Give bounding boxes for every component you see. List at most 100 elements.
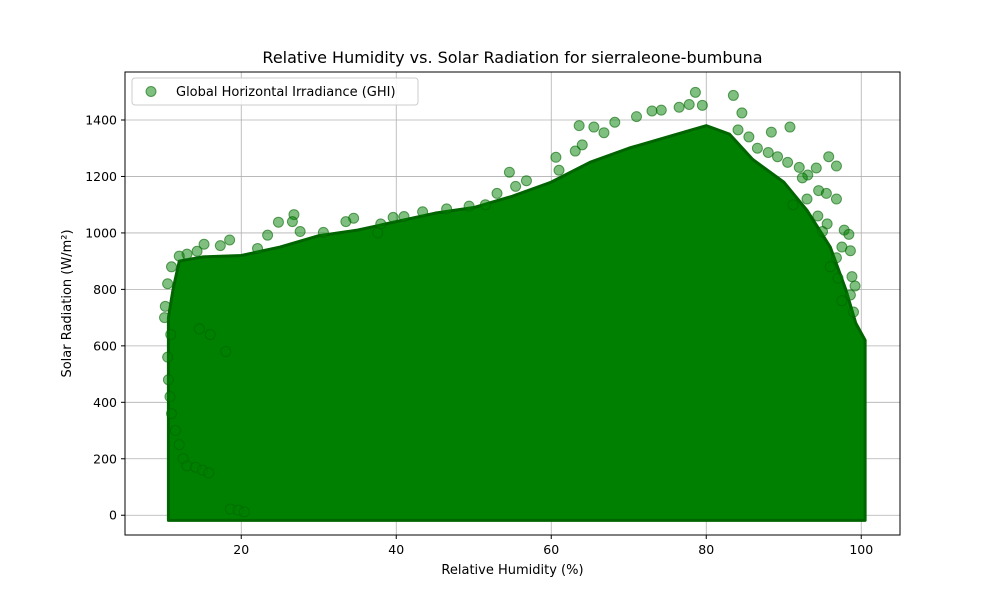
legend-marker <box>145 86 157 97</box>
ghi-points <box>159 86 861 518</box>
ghi-point <box>162 351 174 363</box>
x-tick-label: 60 <box>543 542 559 557</box>
ghi-point <box>784 121 796 133</box>
ghi-point <box>398 211 410 223</box>
ghi-point <box>220 345 232 357</box>
ghi-point <box>166 261 177 273</box>
ghi-point <box>375 218 387 230</box>
x-axis-ticks: 20 40 60 80 100 <box>233 535 873 557</box>
y-axis-label: Solar Radiation (W/m²) <box>60 229 75 377</box>
ghi-point <box>696 99 708 111</box>
y-axis-ticks: 0 200 400 600 800 1000 1200 1400 <box>85 112 125 523</box>
ghi-point <box>286 216 298 228</box>
ghi-point <box>843 228 855 240</box>
y-tick-label: 600 <box>93 338 117 353</box>
y-tick-label: 1200 <box>85 169 117 184</box>
ghi-point <box>569 145 581 157</box>
y-tick-label: 800 <box>93 282 117 297</box>
ghi-point <box>655 104 667 116</box>
ghi-point <box>812 210 824 222</box>
ghi-point <box>164 391 176 403</box>
legend-box <box>131 77 419 106</box>
ghi-point <box>169 425 181 437</box>
ghi-point <box>173 250 185 262</box>
ghi-point <box>576 139 588 151</box>
ghi-point <box>252 242 264 254</box>
ghi-point <box>849 280 861 292</box>
ghi-point <box>224 234 236 246</box>
y-tick-label: 0 <box>109 508 117 523</box>
ghi-point <box>801 193 813 205</box>
ghi-point <box>646 105 658 117</box>
ghi-point <box>417 206 429 218</box>
ghi-point <box>836 295 848 307</box>
plot-area <box>159 86 867 522</box>
y-tick-label: 400 <box>93 395 117 410</box>
x-axis-label: Relative Humidity (%) <box>441 563 583 578</box>
ghi-point <box>317 226 329 238</box>
ghi-point <box>848 306 859 318</box>
ghi-point <box>166 408 177 420</box>
ghi-point <box>772 151 784 163</box>
ghi-point <box>198 238 210 250</box>
ghi-point <box>162 374 174 386</box>
ghi-point <box>159 312 171 324</box>
ghi-point <box>817 226 828 238</box>
ghi-point <box>238 506 250 518</box>
legend-label: Global Horizontal Irradiance (GHI) <box>176 85 396 100</box>
ghi-point <box>732 124 744 136</box>
y-tick-label: 1000 <box>85 225 117 240</box>
ghi-point <box>810 162 822 174</box>
ghi-point <box>830 160 842 172</box>
plot-frame <box>124 71 901 536</box>
ghi-point <box>588 121 600 133</box>
ghi-point <box>820 187 832 199</box>
x-tick-label: 40 <box>388 542 404 557</box>
y-tick-label: 200 <box>93 451 117 466</box>
ghi-point <box>173 439 185 451</box>
ghi-point <box>214 240 226 252</box>
ghi-point <box>830 193 842 205</box>
ghi-point <box>340 216 352 228</box>
y-tick-label: 1400 <box>85 112 117 127</box>
ghi-point <box>479 199 491 211</box>
ghi-point <box>823 151 835 163</box>
ghi-point <box>683 98 695 110</box>
ghi-point <box>193 323 205 335</box>
ghi-point <box>844 289 856 301</box>
ghi-point <box>573 120 585 132</box>
ghi-point <box>204 329 216 341</box>
ghi-point <box>191 245 203 257</box>
ghi-point <box>689 86 701 98</box>
ghi-point <box>387 211 399 223</box>
ghi-point <box>673 101 685 113</box>
ghi-point <box>598 127 610 139</box>
ghi-point <box>846 271 858 283</box>
ghi-point <box>787 199 799 211</box>
legend: Global Horizontal Irradiance (GHI) <box>131 77 419 106</box>
ghi-point <box>553 164 565 176</box>
ghi-point <box>793 161 805 173</box>
ghi-point <box>550 151 562 163</box>
ghi-point <box>762 146 774 158</box>
ghi-point <box>463 200 475 212</box>
ghi-point <box>294 226 306 238</box>
ghi-point <box>824 261 836 273</box>
x-tick-label: 20 <box>233 542 249 557</box>
ghi-point <box>262 229 274 241</box>
ghi-point <box>631 111 642 123</box>
chart-title: Relative Humidity vs. Solar Radiation fo… <box>262 48 762 67</box>
ghi-point <box>510 180 522 192</box>
ghi-point <box>844 245 856 257</box>
ghi-point <box>520 175 532 187</box>
ghi-point <box>727 89 739 101</box>
ghi-point <box>751 142 763 154</box>
ghi-point <box>272 216 284 228</box>
ghi-point <box>743 131 755 143</box>
ghi-point <box>372 227 384 239</box>
ghi-point <box>796 172 808 184</box>
x-tick-label: 100 <box>849 542 873 557</box>
x-tick-label: 80 <box>698 542 714 557</box>
ghi-point <box>830 252 842 264</box>
